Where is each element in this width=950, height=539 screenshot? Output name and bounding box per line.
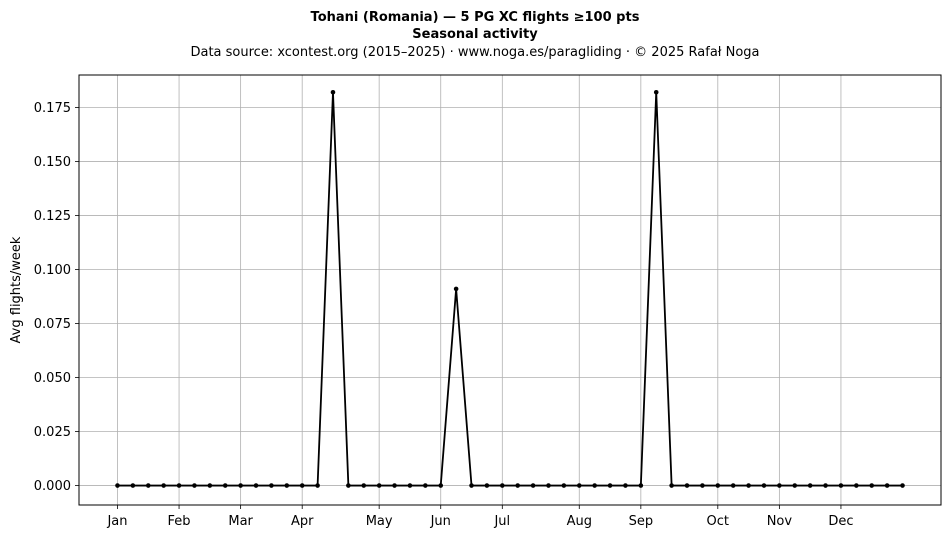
y-tick-label: 0.000 — [34, 479, 71, 494]
data-point — [746, 483, 751, 488]
data-point — [376, 483, 382, 488]
x-tick-label: Oct — [707, 514, 729, 529]
data-point — [115, 483, 120, 488]
grid — [79, 75, 941, 505]
data-point — [438, 483, 444, 488]
data-point — [669, 483, 674, 488]
data-point — [361, 483, 367, 488]
series-layer — [115, 89, 905, 488]
data-point — [207, 483, 213, 488]
x-tick-label: Dec — [828, 514, 853, 529]
data-point — [500, 483, 505, 488]
data-point — [761, 483, 767, 488]
data-point — [638, 483, 644, 488]
data-point — [546, 483, 551, 488]
y-tick-label: 0.150 — [34, 155, 71, 170]
data-point — [392, 483, 397, 488]
y-axis-label: Avg flights/week — [9, 236, 24, 343]
data-point — [607, 483, 613, 488]
data-point — [330, 89, 336, 95]
x-tick-label: Jun — [430, 514, 451, 529]
x-tick-label: Jul — [493, 514, 510, 529]
data-point — [807, 483, 813, 488]
data-point — [884, 483, 890, 488]
data-point — [838, 483, 844, 488]
data-point — [792, 483, 798, 488]
data-point — [900, 483, 905, 488]
data-point — [238, 483, 243, 488]
x-tick-label: May — [366, 514, 393, 529]
x-tick-label: Mar — [228, 514, 253, 529]
x-tick-label: Jan — [106, 514, 127, 529]
data-point — [346, 483, 351, 488]
x-tick-label: Aug — [567, 514, 592, 529]
data-point — [869, 483, 875, 488]
data-point — [700, 483, 705, 488]
data-point — [176, 483, 182, 488]
data-point — [253, 483, 259, 488]
data-point — [192, 483, 197, 488]
data-point — [684, 483, 690, 488]
data-point — [315, 483, 320, 488]
x-tick-label: Feb — [168, 514, 191, 529]
y-tick-label: 0.125 — [34, 209, 71, 224]
series-line — [117, 92, 903, 487]
data-point — [423, 483, 428, 488]
y-tick-label: 0.075 — [34, 317, 71, 332]
data-point — [145, 483, 151, 488]
y-tick-label: 0.175 — [34, 101, 71, 116]
chart-source-note: Data source: xcontest.org (2015–2025) · … — [190, 45, 759, 60]
data-point — [469, 483, 474, 488]
x-axis: Jan Feb Mar Apr May Jun Jul Aug Sep Oct Nov Dec — [106, 505, 854, 529]
data-point — [653, 89, 659, 95]
y-tick-label: 0.025 — [34, 425, 71, 440]
data-point — [592, 483, 597, 488]
data-point — [515, 483, 520, 488]
y-tick-label: 0.050 — [34, 371, 71, 386]
data-point — [576, 483, 582, 488]
data-point — [222, 483, 228, 488]
data-point — [715, 483, 721, 488]
chart-title: Tohani (Romania) — 5 PG XC flights ≥100 … — [311, 10, 640, 25]
data-point — [407, 483, 413, 488]
data-point — [284, 483, 290, 488]
data-point — [623, 483, 628, 488]
data-point — [453, 286, 459, 292]
chart-subtitle: Seasonal activity — [412, 27, 538, 42]
data-point — [269, 483, 274, 488]
data-point — [777, 483, 782, 488]
y-tick-label: 0.100 — [34, 263, 71, 278]
data-point — [823, 483, 828, 488]
data-point — [730, 483, 736, 488]
data-point — [530, 483, 536, 488]
x-tick-label: Nov — [767, 514, 793, 529]
data-point — [161, 483, 166, 488]
x-tick-label: Apr — [291, 514, 314, 529]
data-point — [854, 483, 859, 488]
plot-frame — [78, 74, 942, 506]
x-tick-label: Sep — [629, 514, 654, 529]
data-point — [561, 483, 567, 488]
y-axis: 0.000 0.025 0.050 0.075 0.100 0.125 0.150 0.175 — [34, 101, 79, 494]
data-point — [299, 483, 305, 488]
data-point — [130, 483, 136, 488]
data-point — [484, 483, 490, 488]
